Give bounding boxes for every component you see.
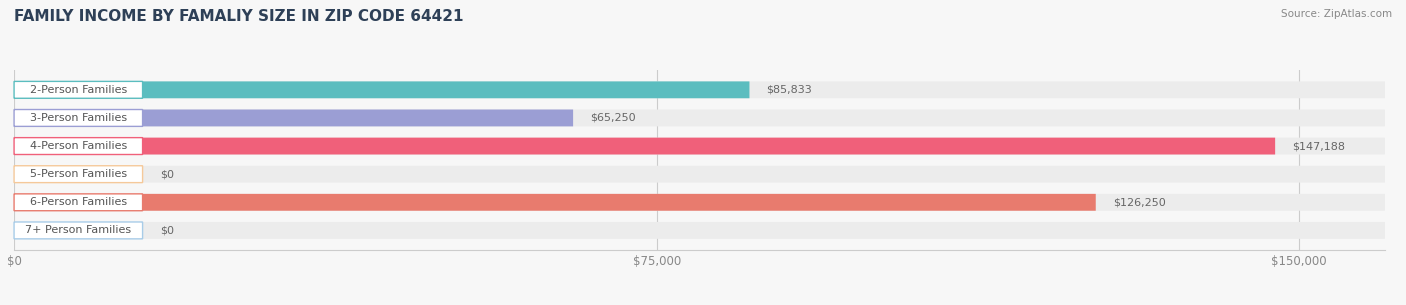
FancyBboxPatch shape (14, 81, 749, 98)
Text: Source: ZipAtlas.com: Source: ZipAtlas.com (1281, 9, 1392, 19)
Text: 7+ Person Families: 7+ Person Families (25, 225, 131, 235)
FancyBboxPatch shape (14, 138, 1275, 155)
FancyBboxPatch shape (14, 222, 142, 239)
Text: $0: $0 (160, 225, 174, 235)
Text: $0: $0 (160, 169, 174, 179)
Text: $126,250: $126,250 (1114, 197, 1166, 207)
FancyBboxPatch shape (14, 138, 142, 155)
Text: 5-Person Families: 5-Person Families (30, 169, 127, 179)
FancyBboxPatch shape (14, 222, 1385, 239)
FancyBboxPatch shape (14, 138, 1385, 155)
FancyBboxPatch shape (14, 166, 1385, 183)
Text: $65,250: $65,250 (591, 113, 636, 123)
FancyBboxPatch shape (14, 81, 142, 98)
Text: $85,833: $85,833 (766, 85, 813, 95)
Text: 2-Person Families: 2-Person Families (30, 85, 127, 95)
FancyBboxPatch shape (14, 166, 142, 183)
FancyBboxPatch shape (14, 194, 1385, 211)
Text: $147,188: $147,188 (1292, 141, 1346, 151)
Text: 3-Person Families: 3-Person Families (30, 113, 127, 123)
Text: 6-Person Families: 6-Person Families (30, 197, 127, 207)
FancyBboxPatch shape (14, 81, 1385, 98)
FancyBboxPatch shape (14, 109, 1385, 126)
FancyBboxPatch shape (14, 109, 574, 126)
Text: FAMILY INCOME BY FAMALIY SIZE IN ZIP CODE 64421: FAMILY INCOME BY FAMALIY SIZE IN ZIP COD… (14, 9, 464, 24)
Text: 4-Person Families: 4-Person Families (30, 141, 127, 151)
FancyBboxPatch shape (14, 194, 142, 211)
FancyBboxPatch shape (14, 194, 1095, 211)
FancyBboxPatch shape (14, 109, 142, 126)
